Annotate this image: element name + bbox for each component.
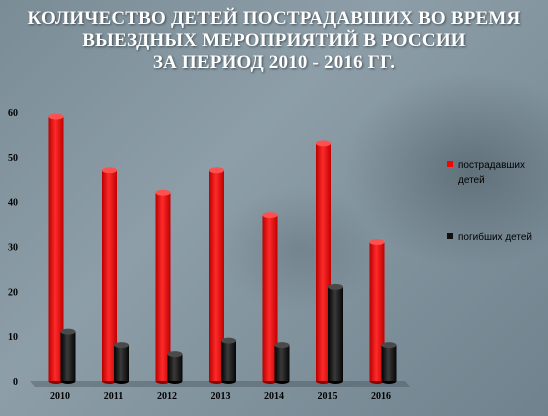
y-tick-label: 60: [8, 108, 18, 119]
x-tick-label: 2016: [371, 391, 391, 402]
bar-body: [316, 143, 331, 381]
chart-title: КОЛИЧЕСТВО ДЕТЕЙ ПОСТРАДАВШИХ ВО ВРЕМЯ В…: [0, 8, 548, 74]
bar-body: [381, 345, 397, 381]
bar-injured: [48, 113, 64, 384]
legend-label-injured-line-1: пострадавших: [458, 160, 525, 171]
chart-title-line-1: КОЛИЧЕСТВО ДЕТЕЙ ПОСТРАДАВШИХ ВО ВРЕМЯ: [27, 8, 521, 29]
bar-killed: [328, 283, 343, 384]
bar-body: [221, 340, 236, 381]
bar-injured: [155, 189, 171, 384]
y-tick-label: 30: [8, 243, 18, 254]
x-tick-label: 2015: [318, 391, 338, 402]
bar-body: [209, 170, 224, 381]
bar-injured: [369, 239, 385, 384]
bar-cap: [316, 140, 331, 147]
chart-title-line-2: ВЫЕЗДНЫХ МЕРОПРИЯТИЙ В РОССИИ: [82, 30, 466, 51]
x-tick-label: 2014: [264, 391, 284, 402]
bar-body: [274, 345, 290, 381]
bar-killed: [381, 342, 397, 384]
legend-swatch-injured: [447, 161, 453, 167]
legend-label-injured-line-2: детей: [458, 175, 485, 186]
bar-body: [167, 354, 183, 381]
y-tick-label: 40: [8, 198, 18, 209]
bar-body: [102, 170, 117, 381]
legend: пострадавших детей погибших детей: [447, 160, 532, 243]
bar-injured: [262, 212, 278, 384]
bar-cap: [328, 283, 343, 290]
bar-cap: [48, 113, 64, 120]
chart-title-line-3: ЗА ПЕРИОД 2010 - 2016 ГГ.: [152, 52, 396, 73]
x-tick-label: 2011: [104, 391, 123, 402]
bar-killed: [60, 328, 76, 384]
legend-swatch-killed: [447, 233, 453, 239]
y-tick-label: 20: [8, 287, 18, 298]
bar-body: [114, 345, 129, 381]
bar-body: [369, 242, 385, 381]
x-tick-label: 2013: [211, 391, 231, 402]
bar-cap: [209, 167, 224, 174]
bar-killed: [274, 342, 290, 384]
y-tick-label: 50: [8, 153, 18, 164]
y-tick-label: 10: [8, 332, 18, 343]
bars: [48, 113, 397, 384]
bar-cap: [369, 239, 385, 246]
x-tick-label: 2010: [50, 391, 70, 402]
bar-body: [155, 192, 171, 381]
bar-body: [60, 331, 76, 381]
bar-injured: [316, 140, 331, 384]
bar-cap: [221, 337, 236, 344]
bar-cap: [155, 189, 171, 196]
bar-injured: [102, 167, 117, 384]
bar-cap: [274, 342, 290, 349]
bar-cap: [381, 342, 397, 349]
legend-label-killed: погибших детей: [458, 231, 532, 243]
bar-cap: [262, 212, 278, 219]
bar-injured: [209, 167, 224, 384]
x-tick-label: 2012: [157, 391, 177, 402]
y-tick-label: 0: [13, 377, 18, 388]
x-axis-ticks: 2010 2011 2012 2013 2014 2015 2016: [50, 391, 391, 402]
bar-body: [262, 215, 278, 381]
bar-killed: [221, 337, 236, 384]
bar-cap: [167, 351, 183, 358]
bar-body: [48, 116, 64, 381]
y-axis-ticks: 0 10 20 30 40 50 60: [8, 108, 18, 388]
bar-killed: [167, 351, 183, 384]
bar-cap: [60, 328, 76, 335]
bar-killed: [114, 342, 129, 384]
bar-cap: [102, 167, 117, 174]
bar-body: [328, 286, 343, 381]
bar-cap: [114, 342, 129, 349]
